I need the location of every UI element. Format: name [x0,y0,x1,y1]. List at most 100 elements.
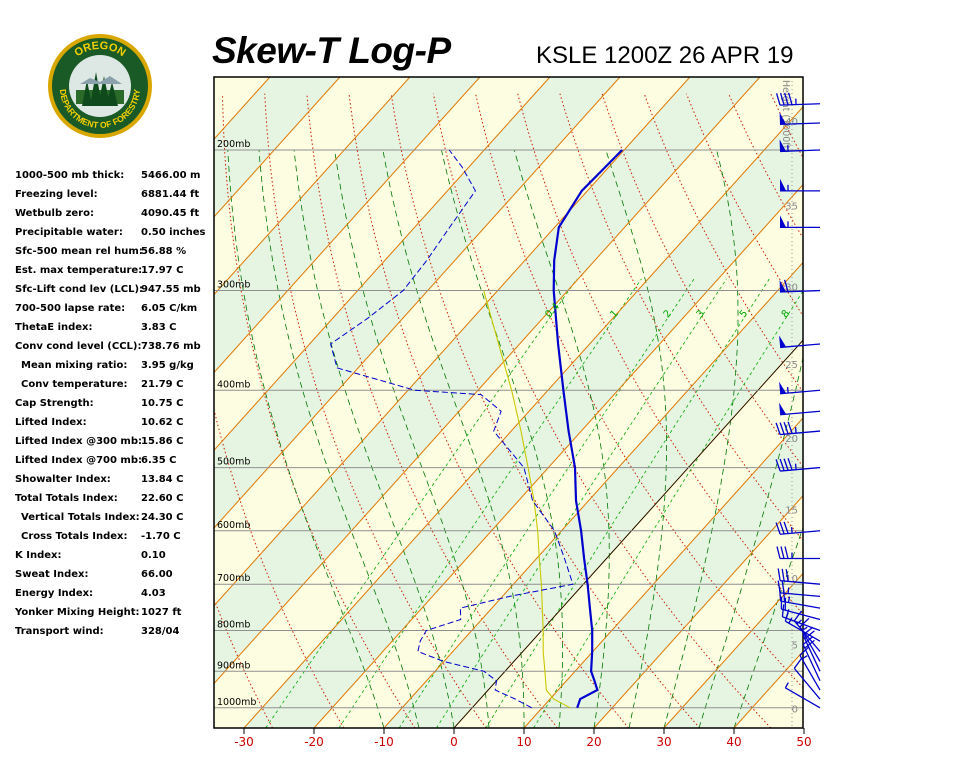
dry-adiabat-line [222,93,416,728]
index-row: Energy Index: 4.03 [15,588,215,607]
x-tick-label: 30 [656,735,671,749]
index-value: 6881.44 ft [141,189,200,200]
dewpoint-trace [330,149,574,709]
index-value: 10.62 C [141,417,184,428]
wind-barb-half-feather [796,619,802,625]
index-value: 17.97 C [141,265,184,276]
index-label: 700-500 lapse rate: [15,303,126,314]
x-tick-label: -10 [374,735,394,749]
index-label: Wetbulb zero: [15,208,94,219]
index-label: Precipitable water: [15,227,123,238]
index-label: Est. max temperature: [15,265,143,276]
index-row: Vertical Totals Index: 24.30 C [15,512,215,531]
index-label: Sfc-500 mean rel hum: [15,246,143,257]
wind-barb-flag [779,402,787,415]
wind-barb-feather [775,93,781,106]
index-row: Conv temperature: 21.79 C [15,379,215,398]
index-value: 24.30 C [141,512,184,523]
parcel-trace [483,290,571,709]
wind-barb [780,149,821,153]
isotherm-line [214,77,761,685]
isobar-label: 200mb [217,139,250,150]
dry-adiabat-line [264,93,487,728]
index-value: -1.70 C [141,531,181,542]
wind-barb-feather [783,521,789,534]
x-tick-label: 0 [450,735,458,749]
wind-barb [793,620,821,652]
height-tick-label: 40 [785,117,798,128]
index-row: 700-500 lapse rate: 6.05 C/km [15,303,215,322]
index-label: Cross Totals Index: [21,531,128,542]
wind-barb-feather [784,546,789,559]
index-value: 6.05 C/km [141,303,198,314]
index-value: 3.83 C [141,322,177,333]
wind-barb-feather [779,92,785,106]
index-label: Conv temperature: [21,379,128,390]
isobar-label: 600mb [217,520,250,531]
wind-barb [780,410,821,416]
wind-barb [799,655,821,691]
isotherm-line [214,77,411,296]
mixing-ratio-line [485,278,770,728]
moist-adiabat-line [733,526,803,728]
index-label: Sfc-Lift cond lev (LCL): [15,284,144,295]
wind-barb-flag [779,112,786,125]
index-row: Conv cond level (CCL): 738.76 mb [15,341,215,360]
dry-adiabat-line [855,94,960,728]
index-row: Cap Strength: 10.75 C [15,398,215,417]
isotherm-line [663,572,803,728]
wind-barb [780,122,821,126]
isobar-label: 800mb [217,619,250,630]
wind-barb-half-feather [794,463,797,470]
wind-barb [781,608,821,621]
wind-barb-feather [775,422,781,435]
wind-barb-feather [781,568,785,582]
zero-isotherm-line [453,339,803,728]
moist-adiabat-line [334,149,490,728]
index-label: Vertical Totals Index: [21,512,140,523]
index-row: Showalter Index: 13.84 C [15,474,215,493]
index-value: 1027 ft [141,607,182,618]
wind-barb [780,430,821,436]
isotherm-line [214,77,551,451]
wind-barb-half-feather [801,655,808,660]
index-value: 0.50 inches [141,227,206,238]
wind-barb-feather [783,458,789,471]
index-row: Wetbulb zero: 4090.45 ft [15,208,215,227]
wind-barb-feather [787,92,793,105]
dry-adiabat-line [897,94,960,728]
index-row: Total Totals Index: 22.60 C [15,493,215,512]
index-row: Transport wind: 328/04 [15,626,215,645]
wind-barb-flag [779,139,786,152]
x-tick-label: 50 [796,735,811,749]
index-row: Yonker Mixing Height: 1027 ft [15,607,215,626]
isotherm-line [874,77,960,728]
height-tick-label: 0 [792,704,798,715]
wind-barb-feather [783,279,789,292]
wind-barb [785,620,821,642]
height-axis-label: Height (1000ft) [780,80,791,153]
index-row: 1000-500 mb thick: 5466.00 m [15,170,215,189]
index-row: Freezing level: 6881.44 ft [15,189,215,208]
wind-barb-feather [779,422,785,435]
x-tick-label: 40 [726,735,741,749]
height-tick-label: 10 [785,574,798,585]
moist-adiabat-line [698,355,803,728]
height-tick-label: 25 [785,360,798,371]
index-label: 1000-500 mb thick: [15,170,125,181]
x-tick-label: 20 [586,735,601,749]
height-tick-label: 35 [785,202,798,213]
wind-barb-flag [779,335,787,348]
index-value: 738.76 mb [141,341,201,352]
moist-adiabat-line [227,149,385,728]
station-time-label: KSLE 1200Z 26 APR 19 [536,42,794,69]
height-tick-label: 15 [785,506,798,517]
index-value: 4090.45 ft [141,208,200,219]
index-row: Precipitable water: 0.50 inches [15,227,215,246]
isobar-label: 700mb [217,573,250,584]
index-label: Sweat Index: [15,569,89,580]
index-value: 5466.00 m [141,170,201,181]
moist-adiabat-line [293,149,455,728]
isobar-label: 300mb [217,280,250,291]
isotherm-line [214,77,481,374]
